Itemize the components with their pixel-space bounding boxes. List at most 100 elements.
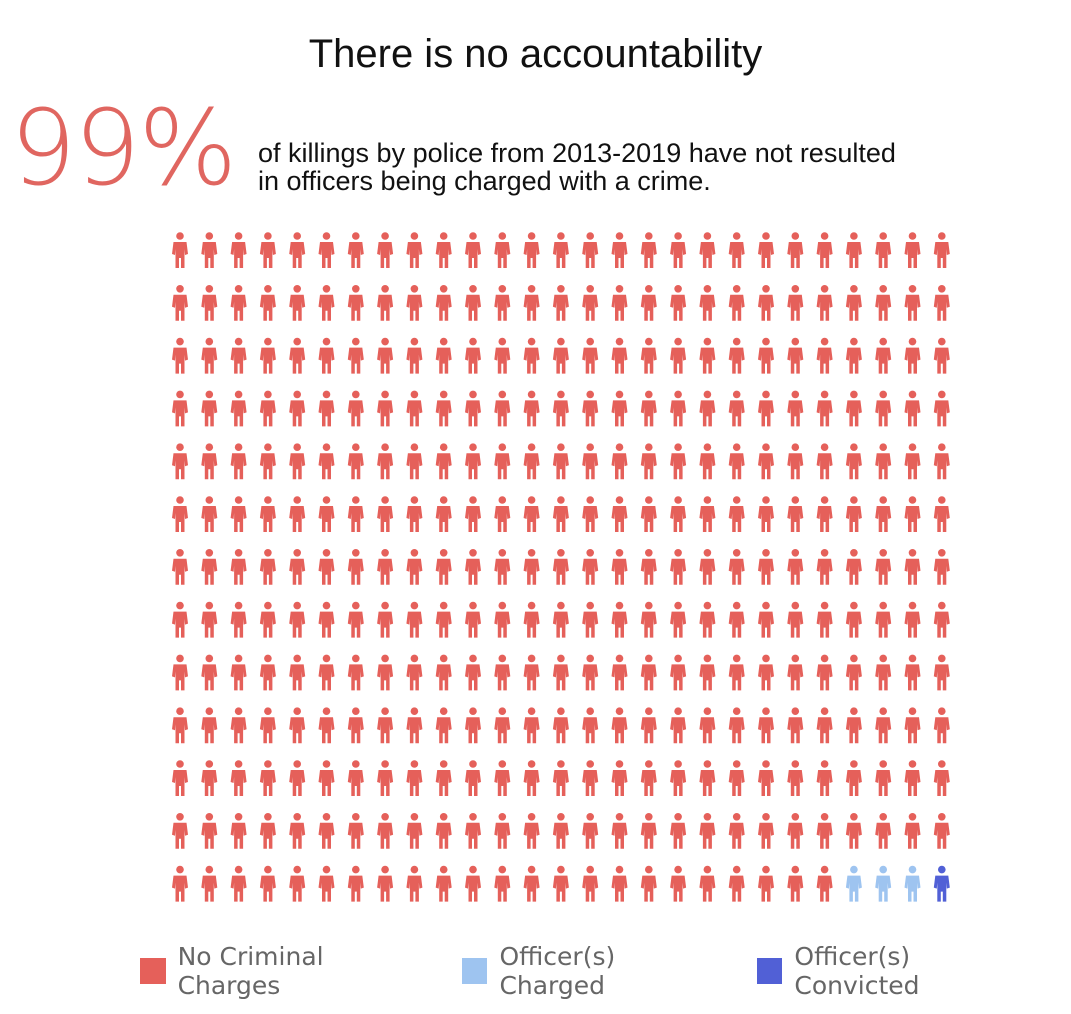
person-icon xyxy=(933,496,950,532)
person-icon xyxy=(406,390,423,427)
person-icon xyxy=(172,813,188,849)
person-icon xyxy=(933,549,950,585)
person-icon xyxy=(670,390,687,427)
person-icon xyxy=(435,337,452,374)
person-icon xyxy=(494,707,511,744)
person-icon xyxy=(582,601,599,638)
person-icon xyxy=(670,337,687,374)
person-icon xyxy=(611,760,628,796)
person-icon xyxy=(816,232,833,268)
person-icon xyxy=(318,549,335,585)
person-icon xyxy=(259,390,276,427)
person-icon xyxy=(289,654,306,691)
person-icon xyxy=(406,865,423,902)
person-icon xyxy=(670,813,687,849)
person-icon xyxy=(582,549,599,585)
person-icon xyxy=(201,285,218,321)
person-icon xyxy=(289,601,306,638)
person-icon xyxy=(640,390,657,427)
person-icon xyxy=(406,232,423,268)
person-icon xyxy=(904,601,921,638)
person-icon xyxy=(523,601,540,638)
person-icon xyxy=(552,285,569,321)
person-icon xyxy=(816,390,833,427)
person-icon xyxy=(523,443,540,480)
person-icon xyxy=(640,443,657,480)
person-icon xyxy=(728,337,745,374)
person-icon xyxy=(933,337,950,374)
person-icon xyxy=(875,390,892,427)
person-icon xyxy=(933,707,950,744)
person-icon xyxy=(904,232,921,268)
chart-title: There is no accountability xyxy=(308,32,763,76)
person-icon xyxy=(201,496,218,532)
person-icon xyxy=(377,443,394,480)
person-icon xyxy=(435,232,452,268)
person-icon xyxy=(611,496,628,532)
big-stat-percent: 99% xyxy=(10,87,237,209)
person-icon xyxy=(435,549,452,585)
person-icon xyxy=(289,707,306,744)
person-icon xyxy=(172,601,188,638)
person-icon xyxy=(552,865,569,902)
person-icon xyxy=(816,601,833,638)
person-icon xyxy=(347,285,364,321)
person-icon xyxy=(787,549,804,585)
person-icon xyxy=(640,865,657,902)
person-icon xyxy=(670,232,687,268)
person-icon xyxy=(230,601,247,638)
person-icon xyxy=(582,496,599,532)
person-icon xyxy=(787,760,804,796)
person-icon xyxy=(640,337,657,374)
person-icon xyxy=(201,390,218,427)
person-icon xyxy=(494,443,511,480)
person-icon xyxy=(845,707,862,744)
person-icon xyxy=(699,337,716,374)
person-icon xyxy=(845,813,862,849)
person-icon xyxy=(318,760,335,796)
person-icon xyxy=(582,337,599,374)
person-icon xyxy=(728,707,745,744)
person-icon xyxy=(552,760,569,796)
person-icon xyxy=(318,390,335,427)
person-icon xyxy=(875,813,892,849)
person-icon xyxy=(904,390,921,427)
person-icon xyxy=(611,232,628,268)
person-icon xyxy=(523,285,540,321)
person-icon xyxy=(172,654,188,691)
person-icon xyxy=(201,601,218,638)
person-icon xyxy=(289,285,306,321)
person-icon xyxy=(699,285,716,321)
person-icon xyxy=(406,549,423,585)
person-icon xyxy=(347,707,364,744)
person-icon xyxy=(435,390,452,427)
person-icon xyxy=(465,232,481,268)
person-icon xyxy=(406,601,423,638)
person-icon xyxy=(816,654,833,691)
person-icon xyxy=(728,813,745,849)
person-icon xyxy=(787,813,804,849)
person-icon xyxy=(611,654,628,691)
person-icon xyxy=(611,707,628,744)
legend: No Criminal Charges Officer(s) Charged O… xyxy=(140,942,1071,1000)
person-icon xyxy=(640,813,657,849)
person-icon xyxy=(904,654,921,691)
person-icon xyxy=(259,707,276,744)
person-icon xyxy=(640,707,657,744)
person-icon xyxy=(259,232,276,268)
person-icon xyxy=(318,496,335,532)
person-icon xyxy=(582,232,599,268)
person-icon xyxy=(377,337,394,374)
person-icon xyxy=(845,865,862,902)
person-icon xyxy=(347,865,364,902)
person-icon xyxy=(933,813,950,849)
person-icon xyxy=(259,601,276,638)
person-icon xyxy=(347,232,364,268)
person-icon xyxy=(845,654,862,691)
person-icon xyxy=(259,760,276,796)
person-icon xyxy=(816,496,833,532)
person-icon xyxy=(347,443,364,480)
person-icon xyxy=(904,443,921,480)
person-icon xyxy=(230,813,247,849)
person-icon xyxy=(816,707,833,744)
